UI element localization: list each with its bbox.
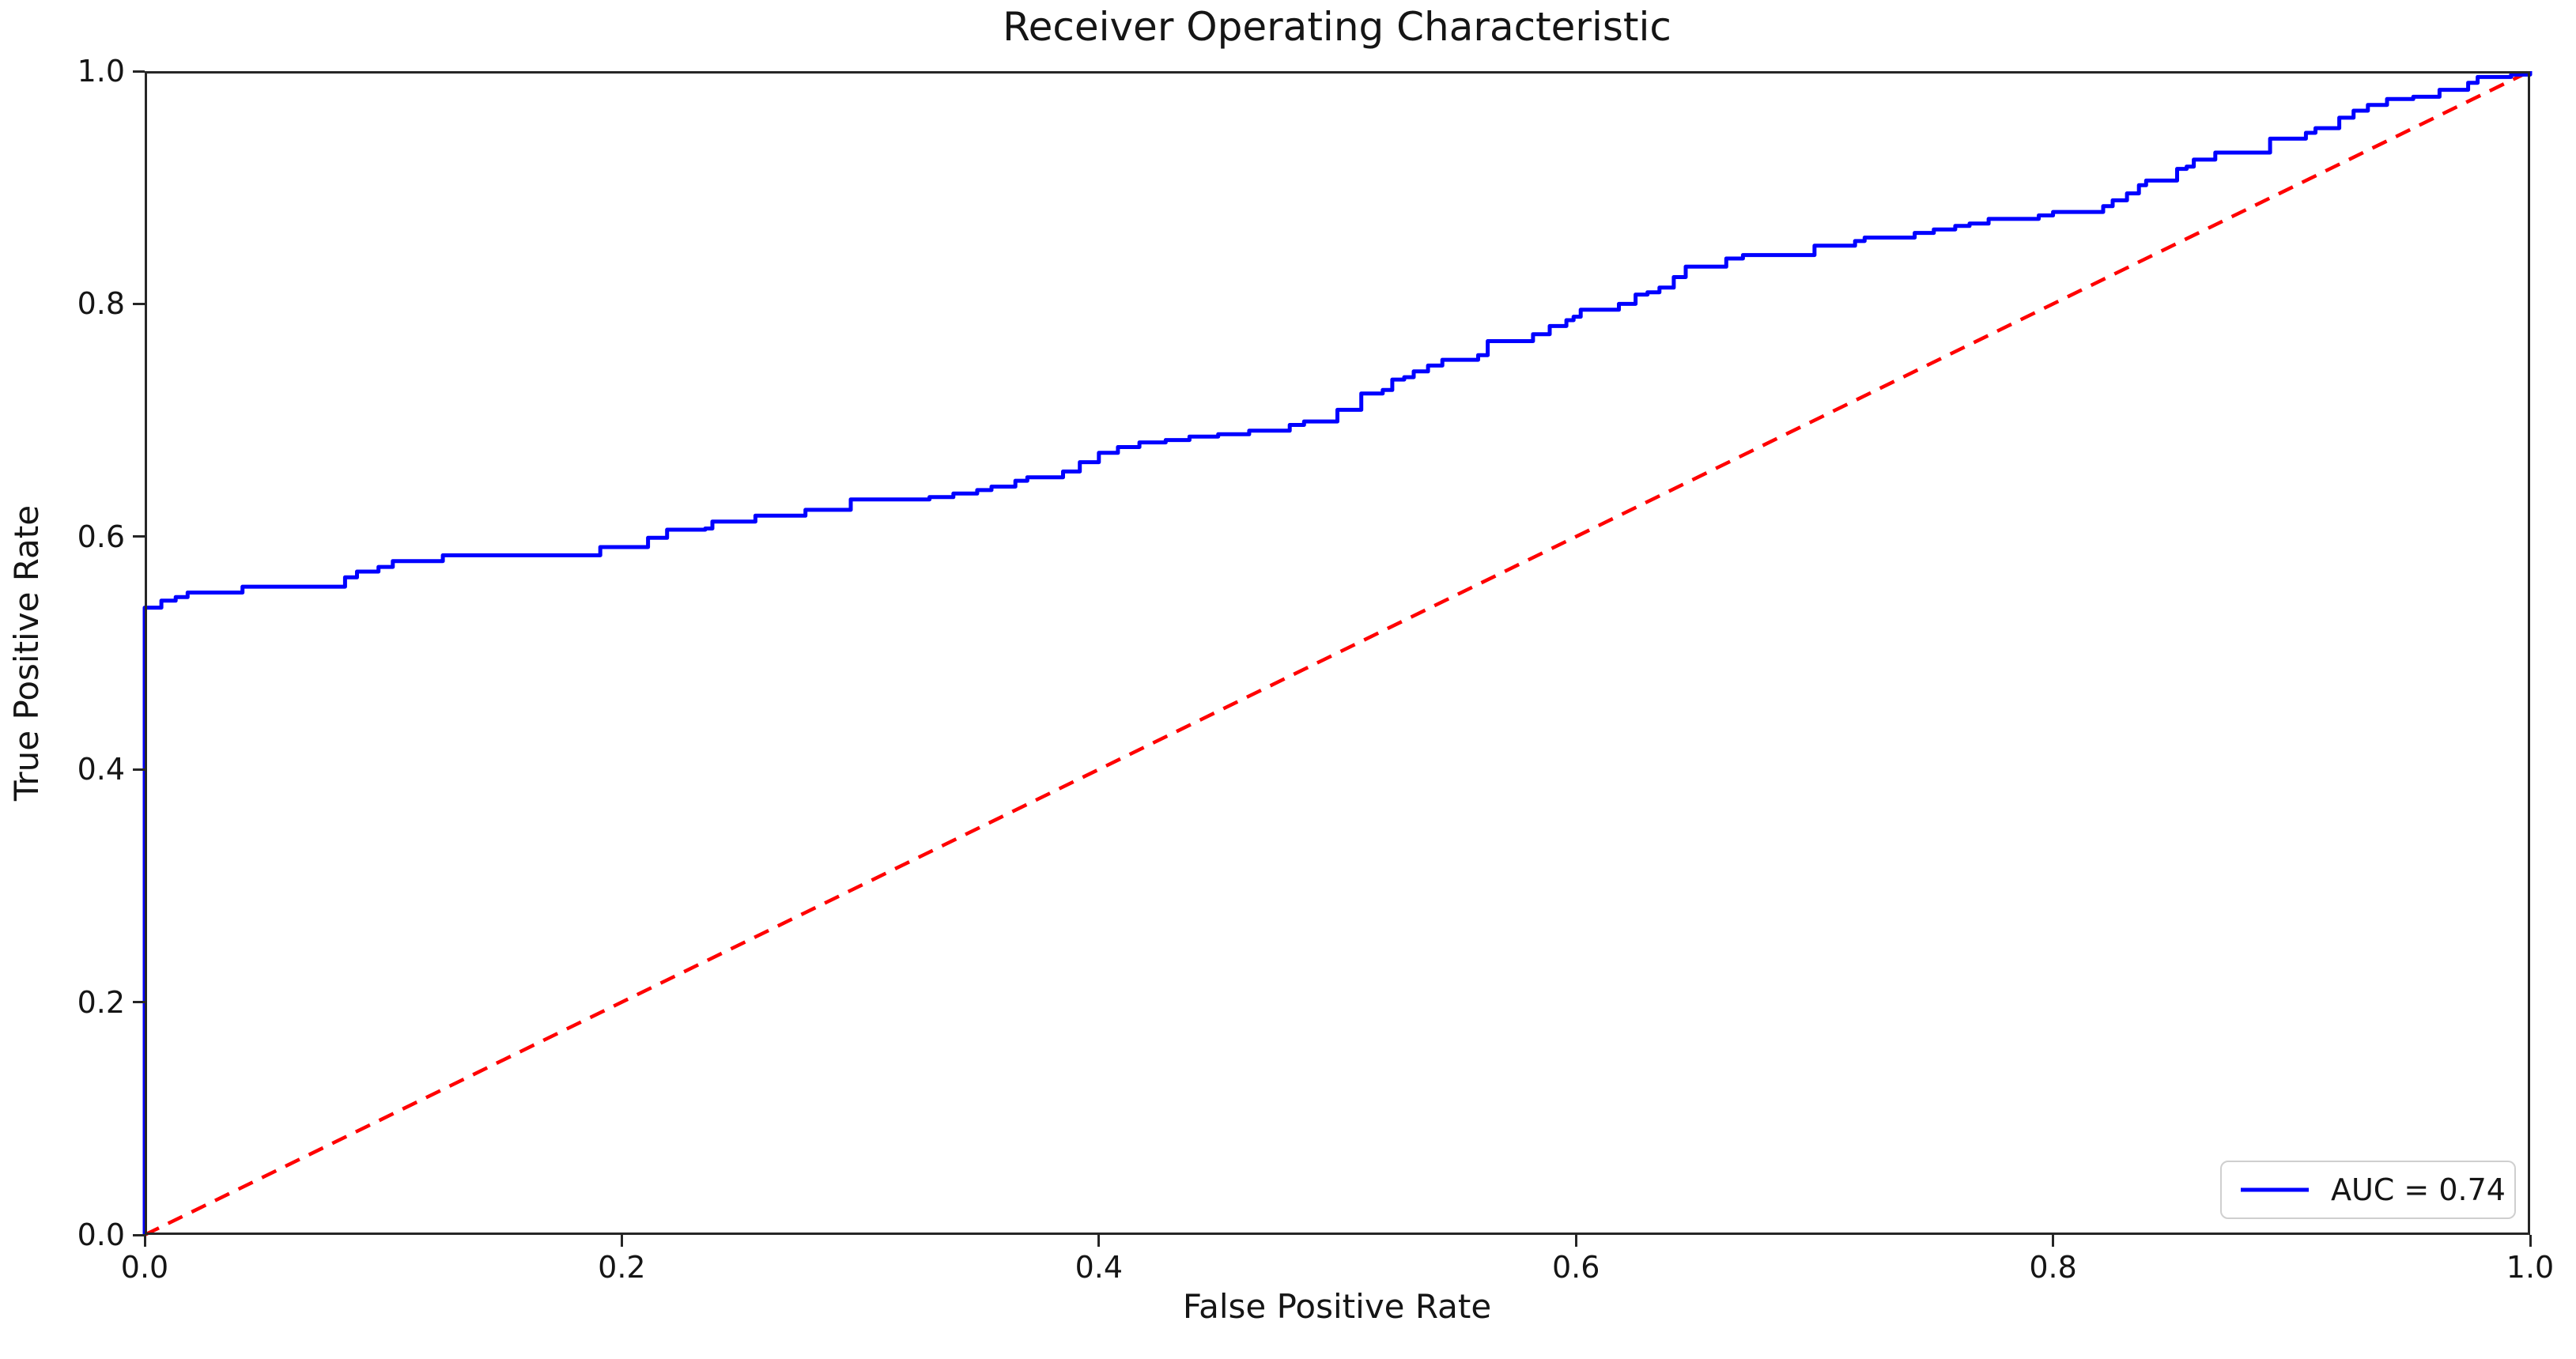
x-tick-label: 0.0: [120, 1250, 169, 1285]
axes-frame: [145, 71, 2530, 1235]
y-tick-mark: [133, 768, 145, 771]
x-tick-mark: [1097, 1235, 1101, 1247]
chance-diagonal-line: [144, 69, 2531, 1237]
roc-curve-line: [142, 71, 2533, 1235]
y-tick-label: 0.4: [77, 752, 125, 787]
y-tick-mark: [133, 70, 145, 73]
y-tick-label: 0.0: [77, 1217, 125, 1252]
x-tick-label: 0.6: [1551, 1250, 1600, 1285]
y-tick-mark: [133, 302, 145, 305]
y-tick-label: 0.2: [77, 984, 125, 1020]
y-tick-label: 0.8: [77, 286, 125, 322]
y-tick-label: 1.0: [77, 54, 125, 89]
legend: AUC = 0.74: [2220, 1161, 2516, 1219]
x-tick-mark: [143, 1235, 146, 1247]
x-tick-label: 0.2: [598, 1250, 646, 1285]
x-tick-mark: [1574, 1235, 1577, 1247]
x-tick-label: 1.0: [2506, 1250, 2555, 1285]
plot-area: [142, 69, 2533, 1237]
y-tick-mark: [133, 535, 145, 538]
y-tick-mark: [133, 1001, 145, 1004]
x-tick-mark: [2052, 1235, 2055, 1247]
x-tick-label: 0.4: [1075, 1250, 1124, 1285]
x-tick-mark: [620, 1235, 623, 1247]
legend-line-icon: [2241, 1187, 2309, 1192]
x-axis-label: False Positive Rate: [1182, 1287, 1492, 1326]
legend-label: AUC = 0.74: [2331, 1172, 2506, 1207]
x-tick-mark: [2529, 1235, 2532, 1247]
chart-title: Receiver Operating Characteristic: [1003, 4, 1671, 50]
y-tick-label: 0.6: [77, 519, 125, 554]
y-tick-mark: [133, 1233, 145, 1236]
x-tick-label: 0.8: [2029, 1250, 2077, 1285]
